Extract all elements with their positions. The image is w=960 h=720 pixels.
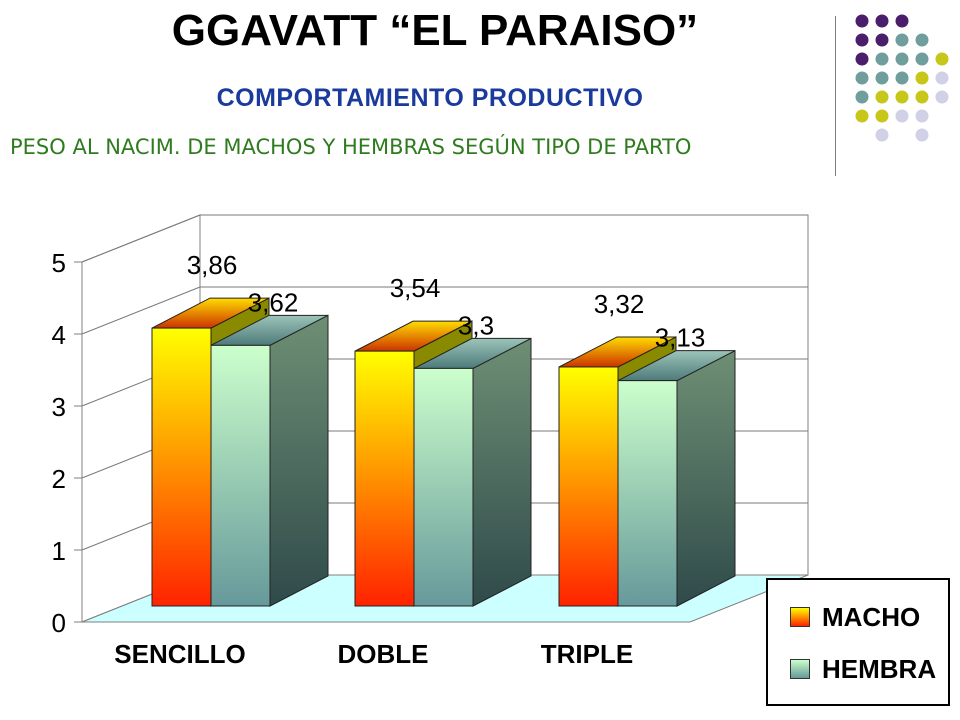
y-tick-label: 0 <box>52 608 66 638</box>
decor-dot <box>895 71 909 85</box>
gridline-side <box>81 214 201 263</box>
decor-dot <box>855 109 869 123</box>
legend-item-hembra: HEMBRA <box>790 654 936 684</box>
decor-dot <box>875 128 889 142</box>
decor-dot <box>855 52 869 66</box>
bar-side-hembra-triple <box>676 349 736 607</box>
bar-chart: 0 1 2 3 4 5 3,86 3,62 3,54 3,3 3,32 3,13 SENCILLO DOB… <box>52 214 809 669</box>
decor-dot <box>875 14 889 28</box>
legend-swatch-hembra <box>790 659 810 679</box>
bar-side-hembra-sencillo <box>269 314 329 607</box>
data-label-hembra-sencillo: 3,62 <box>248 287 299 317</box>
decorative-divider <box>835 16 836 176</box>
data-label-hembra-triple: 3,13 <box>655 323 706 353</box>
category-label-doble: DOBLE <box>338 639 429 669</box>
gridline-side <box>81 286 201 335</box>
decor-dot <box>875 71 889 85</box>
legend-item-macho: MACHO <box>790 602 920 632</box>
legend-label-macho: MACHO <box>822 601 921 632</box>
data-label-hembra-doble: 3,3 <box>458 310 494 340</box>
data-label-macho-sencillo: 3,86 <box>187 250 238 280</box>
decor-dot <box>875 33 889 47</box>
decor-dot <box>875 90 889 104</box>
decor-dot <box>915 128 929 142</box>
y-tick-label: 5 <box>52 248 66 278</box>
category-label-sencillo: SENCILLO <box>114 639 245 669</box>
decor-dot <box>895 90 909 104</box>
decor-dot <box>875 109 889 123</box>
decor-dot <box>915 109 929 123</box>
decor-dot <box>915 52 929 66</box>
bar-side-hembra-doble <box>472 337 532 607</box>
decor-dot <box>935 52 949 66</box>
decor-dot <box>895 52 909 66</box>
bar-macho-sencillo <box>151 327 212 607</box>
decor-dot <box>875 52 889 66</box>
bar-macho-doble <box>354 350 415 607</box>
category-label-triple: TRIPLE <box>541 639 633 669</box>
data-label-macho-doble: 3,54 <box>390 273 441 303</box>
y-tick-label: 1 <box>52 536 66 566</box>
legend-label-hembra: HEMBRA <box>822 653 937 684</box>
chart-legend: MACHO HEMBRA <box>766 578 950 706</box>
chart-caption: PESO AL NACIM. DE MACHOS Y HEMBRAS SEGÚN… <box>10 135 692 159</box>
page-subtitle: COMPORTAMIENTO PRODUCTIVO <box>216 84 644 112</box>
bar-hembra-sencillo <box>210 344 271 607</box>
legend-swatch-macho <box>790 607 810 627</box>
y-tick-label: 3 <box>52 392 66 422</box>
y-tick-label: 4 <box>52 320 66 350</box>
decor-dot <box>935 71 949 85</box>
decor-dot <box>915 90 929 104</box>
bar-hembra-triple <box>617 380 678 607</box>
decorative-dot-grid <box>855 14 949 142</box>
page-title: GGAVATT “EL PARAISO” <box>171 6 699 55</box>
decor-dot <box>855 71 869 85</box>
bar-macho-triple <box>558 366 619 607</box>
decor-dot <box>915 33 929 47</box>
y-tick-label: 2 <box>52 464 66 494</box>
decor-dot <box>915 71 929 85</box>
decor-dot <box>855 90 869 104</box>
decor-dot <box>855 14 869 28</box>
decor-dot <box>895 14 909 28</box>
decor-dot <box>895 33 909 47</box>
decor-dot <box>895 109 909 123</box>
decor-dot <box>855 33 869 47</box>
bar-hembra-doble <box>413 367 474 607</box>
decor-dot <box>935 90 949 104</box>
data-label-macho-triple: 3,32 <box>594 289 645 319</box>
